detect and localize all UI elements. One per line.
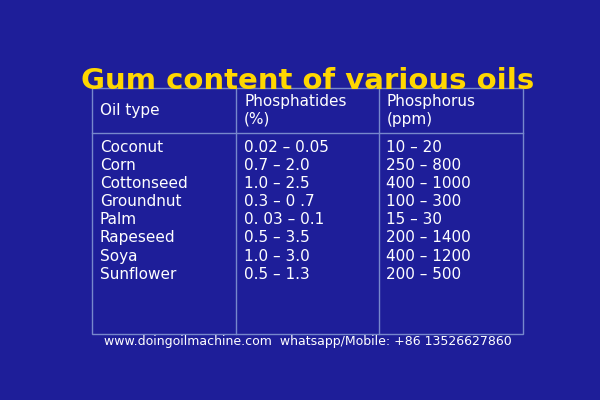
Text: Corn: Corn — [100, 158, 136, 173]
Text: 0. 03 – 0.1: 0. 03 – 0.1 — [244, 212, 325, 227]
Text: 400 – 1000: 400 – 1000 — [386, 176, 471, 191]
Text: 400 – 1200: 400 – 1200 — [386, 248, 471, 264]
Text: Palm: Palm — [100, 212, 137, 227]
Text: Oil type: Oil type — [100, 103, 160, 118]
Text: 200 – 500: 200 – 500 — [386, 267, 461, 282]
Text: 0.7 – 2.0: 0.7 – 2.0 — [244, 158, 310, 173]
Text: 250 – 800: 250 – 800 — [386, 158, 461, 173]
Text: 0.5 – 1.3: 0.5 – 1.3 — [244, 267, 310, 282]
Text: 0.02 – 0.05: 0.02 – 0.05 — [244, 140, 329, 155]
Text: Soya: Soya — [100, 248, 137, 264]
Text: Sunflower: Sunflower — [100, 267, 176, 282]
Text: Phosphatides
(%): Phosphatides (%) — [244, 94, 347, 126]
Text: 1.0 – 3.0: 1.0 – 3.0 — [244, 248, 310, 264]
Text: www.doingoilmachine.com  whatsapp/Mobile: +86 13526627860: www.doingoilmachine.com whatsapp/Mobile:… — [104, 335, 511, 348]
Text: 15 – 30: 15 – 30 — [386, 212, 442, 227]
Text: 100 – 300: 100 – 300 — [386, 194, 461, 209]
Text: Gum content of various oils: Gum content of various oils — [81, 67, 534, 95]
Text: 10 – 20: 10 – 20 — [386, 140, 442, 155]
Text: Phosphorus
(ppm): Phosphorus (ppm) — [386, 94, 475, 126]
Text: 1.0 – 2.5: 1.0 – 2.5 — [244, 176, 310, 191]
Text: Coconut: Coconut — [100, 140, 163, 155]
Text: Groundnut: Groundnut — [100, 194, 181, 209]
Text: Cottonseed: Cottonseed — [100, 176, 188, 191]
Text: Rapeseed: Rapeseed — [100, 230, 175, 246]
Text: 0.3 – 0 .7: 0.3 – 0 .7 — [244, 194, 315, 209]
Text: 0.5 – 3.5: 0.5 – 3.5 — [244, 230, 310, 246]
Text: 200 – 1400: 200 – 1400 — [386, 230, 471, 246]
Bar — [92, 88, 523, 334]
